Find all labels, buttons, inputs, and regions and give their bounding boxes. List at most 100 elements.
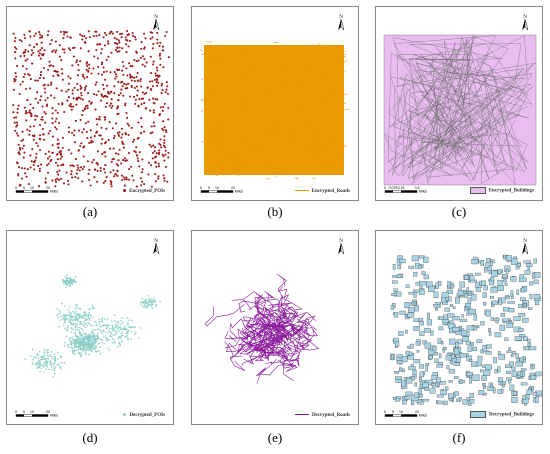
building-polygon bbox=[476, 362, 483, 367]
poi-point bbox=[148, 98, 151, 101]
poi-point bbox=[115, 30, 119, 33]
poi-point bbox=[67, 179, 70, 183]
poi-point bbox=[66, 325, 69, 327]
poi-point bbox=[130, 326, 133, 329]
road-segment bbox=[279, 294, 306, 324]
poi-point bbox=[71, 89, 74, 92]
poi-point bbox=[74, 324, 77, 327]
svg-text:0: 0 bbox=[384, 186, 386, 190]
poi-point bbox=[58, 55, 61, 58]
poi-point bbox=[51, 112, 54, 115]
poi-point bbox=[18, 153, 21, 156]
poi-point bbox=[52, 74, 55, 78]
poi-point bbox=[32, 106, 35, 110]
poi-point bbox=[13, 121, 16, 124]
poi-point bbox=[94, 168, 97, 171]
poi-point bbox=[81, 34, 84, 37]
poi-point bbox=[51, 50, 54, 53]
building-polygon bbox=[456, 339, 463, 345]
caption-a: (a) bbox=[82, 204, 98, 219]
poi-point bbox=[84, 326, 87, 329]
poi-point bbox=[70, 173, 73, 176]
poi-point bbox=[134, 151, 137, 154]
poi-point bbox=[126, 331, 128, 334]
road-segment bbox=[337, 84, 342, 88]
road-segment bbox=[291, 133, 295, 136]
building-polygon bbox=[520, 382, 528, 386]
poi-point bbox=[18, 39, 21, 42]
poi-point bbox=[144, 107, 147, 110]
road-segment bbox=[282, 324, 304, 331]
poi-point bbox=[64, 31, 67, 34]
poi-point bbox=[79, 346, 82, 349]
poi-point bbox=[95, 34, 98, 37]
poi-point bbox=[154, 300, 157, 302]
poi-point bbox=[140, 41, 143, 44]
road-segment bbox=[279, 129, 283, 131]
road-segment bbox=[253, 332, 270, 360]
road-segment bbox=[330, 172, 333, 174]
poi-point bbox=[127, 133, 130, 137]
road-segment bbox=[214, 174, 219, 177]
building-polygon bbox=[532, 272, 536, 279]
poi-point bbox=[84, 333, 87, 335]
poi-point bbox=[89, 317, 91, 320]
building-polygon bbox=[464, 307, 470, 310]
legend-decrypted-pois: Decrypted_POIs bbox=[123, 413, 165, 418]
building-polygon bbox=[420, 85, 514, 154]
poi-point bbox=[29, 125, 32, 128]
poi-point bbox=[115, 163, 118, 166]
building-polygon bbox=[506, 350, 512, 354]
poi-point bbox=[74, 158, 78, 161]
poi-point bbox=[67, 308, 69, 311]
poi-point bbox=[104, 164, 107, 167]
poi-point bbox=[133, 150, 136, 153]
road-segment bbox=[217, 159, 220, 162]
poi-point bbox=[106, 332, 109, 335]
road-segment bbox=[220, 76, 226, 79]
building-polygon bbox=[414, 392, 419, 398]
poi-point bbox=[36, 354, 38, 357]
building-polygon bbox=[513, 316, 521, 321]
road-segment bbox=[332, 148, 334, 151]
poi-point bbox=[67, 280, 69, 282]
building-polygon bbox=[436, 394, 444, 398]
road-segment bbox=[340, 166, 342, 168]
poi-point bbox=[79, 342, 81, 344]
poi-point bbox=[59, 153, 62, 156]
poi-point bbox=[80, 355, 82, 358]
poi-point bbox=[153, 146, 157, 149]
poi-point bbox=[118, 330, 121, 333]
poi-point bbox=[61, 318, 64, 320]
poi-point bbox=[15, 116, 18, 119]
poi-point bbox=[62, 282, 65, 284]
road-segment bbox=[225, 342, 248, 353]
poi-point bbox=[48, 60, 51, 63]
poi-point bbox=[81, 109, 85, 112]
poi-point bbox=[39, 57, 42, 60]
poi-point bbox=[78, 326, 81, 329]
poi-point bbox=[72, 310, 74, 313]
poi-point bbox=[39, 36, 42, 39]
road-segment bbox=[328, 74, 331, 77]
poi-point bbox=[62, 37, 65, 40]
poi-point bbox=[88, 141, 91, 145]
poi-point bbox=[50, 366, 53, 369]
poi-point bbox=[96, 43, 99, 46]
poi-point bbox=[74, 333, 77, 336]
panel-encrypted-pois: N 0 5 10 20 Miles Encrypted_POIs bbox=[6, 6, 174, 201]
road-segment bbox=[310, 158, 312, 162]
poi-point bbox=[85, 348, 88, 350]
building-polygon bbox=[433, 351, 438, 356]
poi-point bbox=[115, 333, 118, 335]
poi-point bbox=[76, 314, 79, 317]
svg-text:0: 0 bbox=[200, 186, 202, 190]
poi-point bbox=[81, 73, 84, 76]
poi-point bbox=[152, 300, 154, 303]
poi-point bbox=[76, 335, 78, 337]
poi-point bbox=[117, 322, 119, 325]
building-polygon bbox=[453, 376, 459, 379]
poi-point bbox=[116, 346, 119, 348]
road-segment bbox=[297, 318, 310, 336]
poi-point bbox=[53, 96, 56, 99]
